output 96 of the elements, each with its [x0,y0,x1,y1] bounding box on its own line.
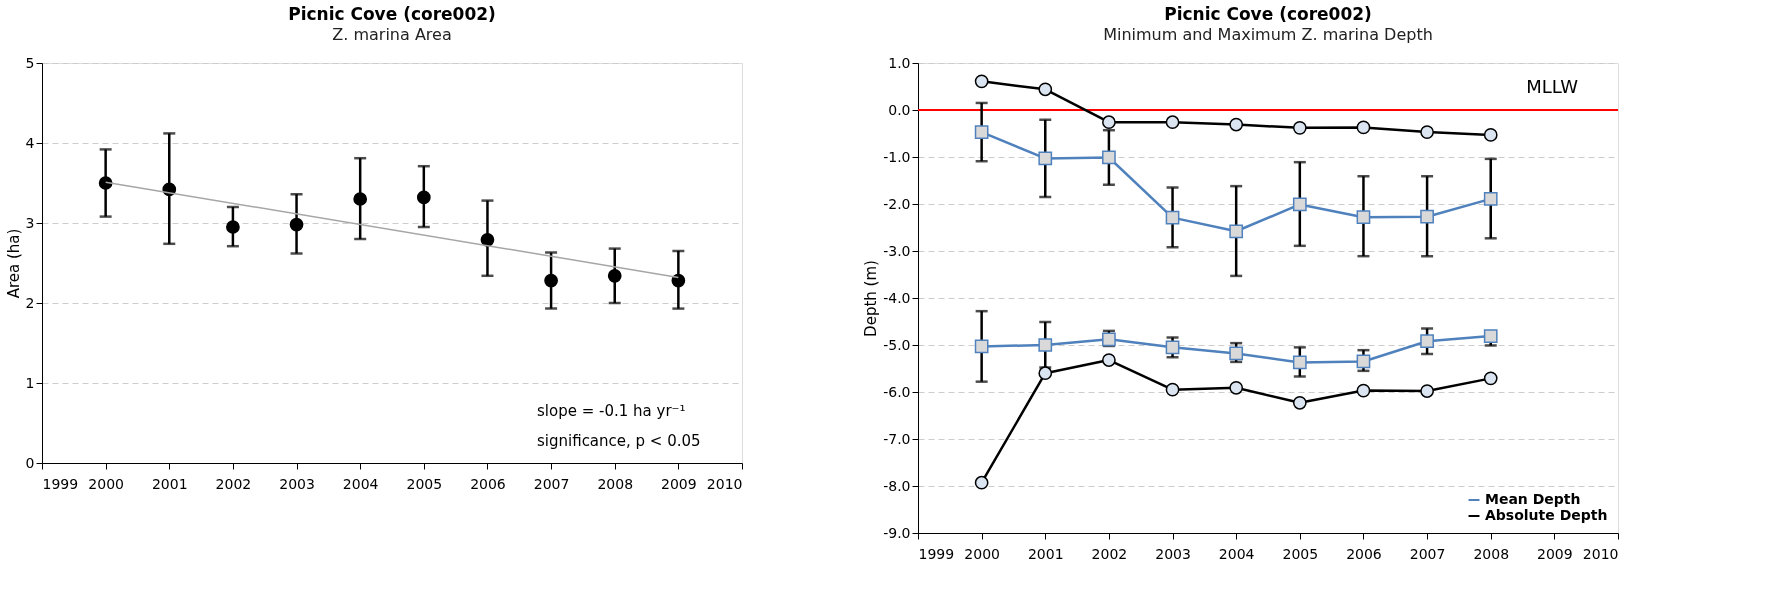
legend-label: Absolute Depth [1485,507,1608,523]
point [1229,117,1244,132]
point [1038,151,1053,166]
point [671,273,686,288]
point [1292,355,1307,370]
y-tick-label: 1 [25,374,35,391]
y-tick-label: 2 [25,294,35,311]
y-tick-label: 0 [25,454,35,471]
x-tick-label: 2001 [1027,545,1064,562]
ref-line-label: MLLW [1526,76,1579,97]
point [1229,380,1244,395]
point [480,232,495,247]
y-tick-label: 4 [25,134,35,151]
y-tick-label: -8.0 [883,477,911,494]
y-tick-label: -7.0 [883,430,911,447]
point [1356,383,1371,398]
point [1165,210,1180,225]
point [1292,121,1307,135]
y-tick-label: -2.0 [883,195,911,212]
x-tick-label: 2002 [1091,545,1128,562]
chart-subtitle: Z. marina Area [332,25,452,44]
x-tick-label: 2004 [1218,545,1255,562]
x-tick-label: 1999 [918,545,955,562]
point [544,273,558,288]
x-tick-label: 2006 [1346,545,1382,562]
y-tick-label: -6.0 [883,383,911,400]
y-tick-label: -9.0 [883,524,911,541]
legend-label: Mean Depth [1485,491,1581,507]
point [974,475,989,490]
point [1483,329,1498,343]
y-axis-title: Area (ha) [4,228,23,299]
point [353,192,368,206]
y-axis-title: Depth (m) [862,260,881,337]
y-tick-label: -5.0 [883,336,911,353]
point [1356,120,1371,135]
x-tick-label: 2010 [1582,545,1619,562]
y-tick-label: 5 [25,54,35,71]
point [1483,128,1498,142]
x-tick-label: 2003 [1155,545,1191,562]
x-tick-label: 2009 [1537,545,1573,562]
point [1292,395,1307,410]
point [1420,384,1434,398]
x-tick-label: 2000 [964,545,1000,562]
x-tick-label: 2009 [661,475,697,492]
point [1420,209,1434,224]
point [1165,382,1180,397]
chart-title: Picnic Cove (core002) [1164,4,1372,24]
point [1356,354,1371,369]
x-tick-label: 2005 [406,475,443,492]
point [98,176,113,190]
point [1229,346,1244,361]
x-tick-label: 2000 [88,475,124,492]
point [1420,125,1434,139]
point [974,74,989,89]
x-tick-label: 2008 [597,475,634,492]
x-tick-label: 2001 [151,475,188,492]
point [1483,191,1498,206]
point [1102,353,1116,367]
point [1292,197,1307,212]
point [1038,338,1053,352]
chart-subtitle: Minimum and Maximum Z. marina Depth [1103,25,1433,44]
point [416,190,431,205]
point [1483,371,1498,386]
x-tick-label: 2006 [470,475,506,492]
point [1165,340,1180,355]
y-tick-label: 0.0 [888,101,911,118]
annotation: slope = -0.1 ha yr⁻¹ [537,402,686,420]
y-tick-label: 3 [25,214,35,231]
point [607,268,622,283]
x-tick-label: 2003 [279,475,315,492]
point [1102,115,1116,130]
point [1038,366,1053,381]
chart-title: Picnic Cove (core002) [288,4,496,24]
point [1165,115,1180,130]
y-tick-label: -4.0 [883,289,911,306]
point [1420,334,1434,349]
x-tick-label: 2002 [215,475,252,492]
x-tick-label: 2007 [1409,545,1446,562]
x-tick-label: 2007 [533,475,570,492]
x-tick-label: 2010 [706,475,743,492]
y-tick-label: 1.0 [888,54,911,71]
point [974,125,989,139]
point [1038,82,1053,97]
point [1356,210,1371,225]
point [226,220,240,234]
x-tick-label: 2005 [1282,545,1319,562]
x-tick-label: 2008 [1473,545,1510,562]
y-tick-label: -1.0 [883,148,911,165]
x-tick-label: 1999 [42,475,79,492]
point [289,217,304,232]
point [1102,150,1116,165]
x-tick-label: 2004 [342,475,379,492]
annotation: significance, p < 0.05 [537,432,701,450]
point [974,339,989,354]
y-tick-label: -3.0 [883,242,911,259]
point [1229,224,1244,239]
